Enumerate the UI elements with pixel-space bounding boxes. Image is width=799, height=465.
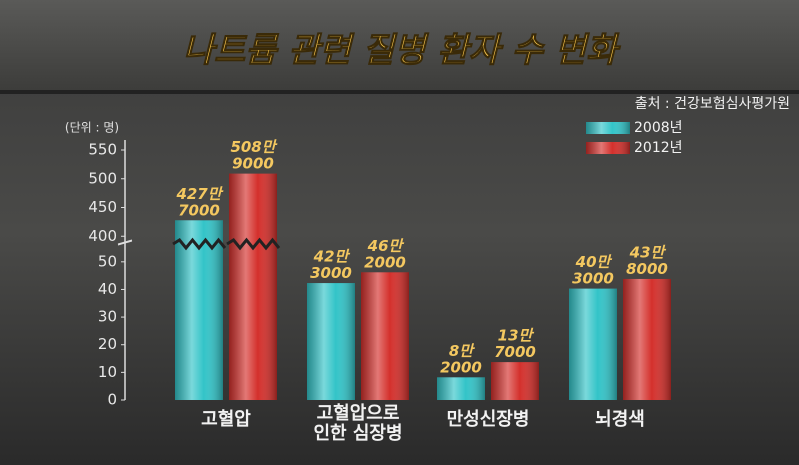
bar-shine xyxy=(437,377,485,400)
axis-break xyxy=(117,239,133,246)
y-tick-label: 50 xyxy=(98,252,117,270)
y-tick-label: 0 xyxy=(107,391,117,409)
y-tick-label: 550 xyxy=(88,141,117,159)
value-label: 43만 8000 xyxy=(626,243,668,278)
bar-shine xyxy=(623,278,671,400)
y-tick-label: 500 xyxy=(88,169,117,187)
bar-break xyxy=(172,237,227,251)
value-label: 427만 7000 xyxy=(175,184,223,219)
title-band xyxy=(0,0,799,92)
bar-shine xyxy=(361,272,409,400)
legend-label: 2012년 xyxy=(634,140,683,156)
y-tick-label: 40 xyxy=(98,280,117,298)
bar-shine xyxy=(569,288,617,400)
value-label: 46만 2000 xyxy=(364,236,406,271)
unit-label: (단위 : 명) xyxy=(65,121,119,135)
bar-shine xyxy=(307,283,355,400)
legend-swatch-shine xyxy=(586,122,630,134)
x-tick-label: 뇌경색 xyxy=(595,409,645,430)
bar-shine xyxy=(491,362,539,400)
value-label: 13만 7000 xyxy=(494,326,536,361)
y-tick-label: 450 xyxy=(88,198,117,216)
y-tick-label: 20 xyxy=(98,335,117,353)
title-divider xyxy=(0,90,799,94)
legend-swatch-shine xyxy=(586,142,630,154)
bar-break xyxy=(226,237,281,251)
x-tick-label: 고혈압 xyxy=(201,408,251,430)
value-label: 42만 3000 xyxy=(310,247,352,282)
source: 출처 : 건강보험심사평가원 xyxy=(635,96,790,112)
x-tick-label: 고혈압으로 인한 심장병 xyxy=(313,402,402,444)
y-tick-label: 30 xyxy=(98,308,117,326)
legend-label: 2008년 xyxy=(634,120,683,136)
value-label: 8만 2000 xyxy=(440,341,482,376)
y-tick-label: 400 xyxy=(88,227,117,245)
value-label: 508만 9000 xyxy=(230,138,277,173)
value-label: 40만 3000 xyxy=(572,253,614,288)
chart-title: 나트륨 관련 질병 환자 수 변화 xyxy=(183,31,621,71)
y-tick-label: 10 xyxy=(98,363,117,381)
bar-shine xyxy=(229,173,277,400)
x-tick-label: 만성신장병 xyxy=(447,409,530,430)
